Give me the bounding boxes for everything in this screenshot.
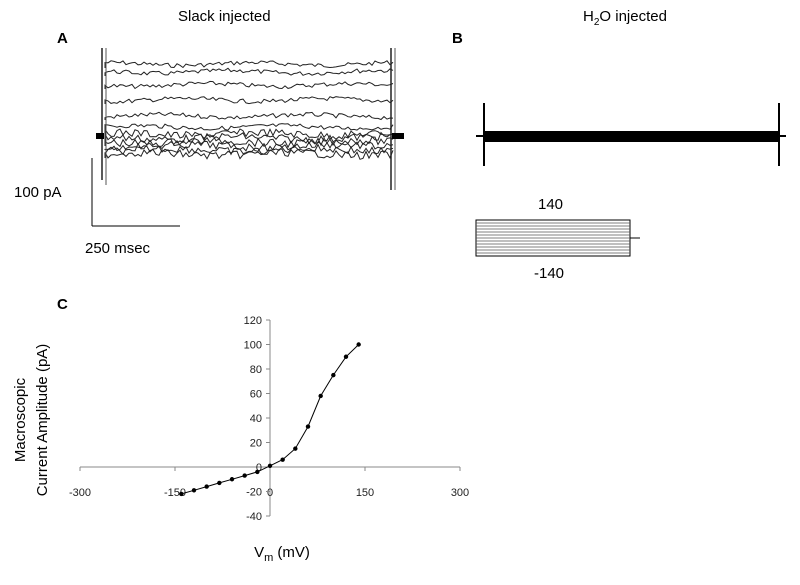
panel-b-title-sub: 2	[593, 17, 600, 28]
voltage-protocol	[475, 219, 640, 257]
panel-a-title: Slack injected	[178, 8, 271, 25]
y-tick-label: 100	[244, 340, 262, 352]
data-point	[356, 342, 361, 347]
data-point	[305, 424, 311, 429]
current-trace	[104, 127, 394, 140]
data-point	[191, 488, 197, 493]
current-trace	[104, 139, 394, 152]
water-traces	[476, 103, 786, 166]
current-scale-label: 100 pA	[14, 184, 62, 201]
data-point	[242, 473, 247, 478]
current-trace	[104, 136, 394, 149]
y-axis-label-line2: Current Amplitude (pA)	[34, 344, 51, 497]
panel-b-title-prefix: H	[583, 8, 594, 25]
protocol-bottom-label: -140	[534, 265, 565, 282]
y-axis-label-line1: Macroscopic	[12, 377, 29, 462]
x-axis-label-sub: m	[264, 552, 273, 564]
time-scale-label: 250 msec	[85, 240, 151, 257]
panel-c-letter: C	[57, 296, 68, 313]
data-point	[280, 457, 285, 462]
slack-traces	[96, 48, 404, 190]
data-point	[331, 372, 336, 378]
data-point	[179, 491, 184, 497]
data-point	[217, 480, 222, 486]
y-tick-label: -40	[246, 511, 262, 523]
current-trace	[104, 123, 394, 131]
x-axis-label-main: V	[254, 544, 264, 561]
y-tick-label: 60	[250, 389, 262, 401]
current-trace	[104, 148, 394, 160]
x-tick-label: 150	[356, 487, 374, 499]
x-tick-label: -300	[69, 487, 91, 499]
current-trace	[104, 111, 394, 121]
panel-a-letter: A	[57, 30, 68, 47]
data-point	[293, 446, 298, 451]
y-tick-label: 120	[244, 315, 262, 327]
protocol-top-label: 140	[538, 196, 564, 213]
current-trace	[104, 67, 394, 76]
data-point	[267, 463, 273, 468]
x-tick-label: -150	[164, 487, 186, 499]
x-axis-label-unit: (mV)	[273, 544, 310, 561]
data-point	[318, 393, 323, 399]
panel-b-title: H2O injected	[583, 8, 667, 28]
y-tick-label: 0	[256, 462, 262, 474]
current-trace	[104, 60, 394, 69]
panel-b-letter: B	[452, 30, 463, 47]
series-points	[179, 342, 361, 497]
data-point	[204, 484, 209, 489]
data-point	[343, 354, 349, 359]
y-tick-label: -20	[246, 487, 262, 499]
data-point	[255, 469, 260, 475]
scale-bar	[91, 158, 180, 227]
panel-b-title-suffix: O injected	[599, 8, 667, 25]
data-point	[229, 477, 235, 482]
y-tick-label: 40	[250, 413, 262, 425]
chart-ticks: -300 -150 0 150 300 -40 -20 0 20 40 60 80 100 120	[69, 315, 469, 523]
baseline-marker	[392, 133, 404, 139]
x-tick-label: 300	[451, 487, 469, 499]
current-trace	[104, 96, 394, 105]
x-tick-label: 0	[267, 487, 273, 499]
current-trace	[104, 143, 394, 156]
y-tick-label: 20	[250, 438, 262, 450]
x-axis-label: Vm (mV)	[254, 544, 310, 564]
baseline-marker	[96, 133, 104, 139]
y-tick-label: 80	[250, 364, 262, 376]
current-trace	[104, 80, 394, 90]
